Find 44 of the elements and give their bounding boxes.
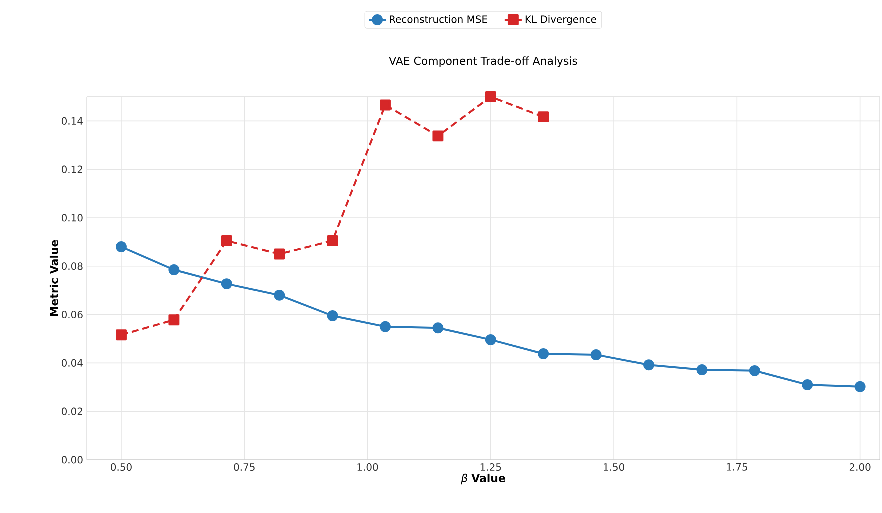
y-tick-label: 0.14 xyxy=(62,117,83,125)
y-tick-label: 0.06 xyxy=(62,311,83,319)
y-tick-label: 0.00 xyxy=(62,456,83,464)
x-tick-label: 1.00 xyxy=(358,463,378,472)
point xyxy=(485,92,496,102)
x-tick-label: 1.50 xyxy=(604,463,624,472)
point xyxy=(538,348,550,360)
point xyxy=(168,314,180,326)
point xyxy=(802,379,814,390)
y-tick-label: 0.02 xyxy=(62,408,82,416)
point xyxy=(432,322,444,334)
point xyxy=(696,364,708,376)
y-axis-title: Metric Value xyxy=(50,240,58,316)
point xyxy=(380,100,391,111)
point xyxy=(854,381,866,392)
point xyxy=(274,248,286,260)
point xyxy=(485,334,496,346)
point xyxy=(327,235,338,246)
point xyxy=(116,330,127,341)
legend-label: KL Divergence xyxy=(526,15,596,26)
point xyxy=(644,360,654,371)
chart-title: VAE Component Trade-off Analysis xyxy=(389,56,578,68)
point xyxy=(116,242,127,253)
point xyxy=(221,278,232,290)
x-axis-title: β Value xyxy=(461,474,506,485)
y-tick-label: 0.10 xyxy=(62,214,83,222)
point xyxy=(274,290,286,301)
point xyxy=(168,264,180,276)
y-tick-label: 0.08 xyxy=(62,262,83,270)
point xyxy=(327,310,338,322)
point xyxy=(538,112,550,123)
x-tick-label: 0.75 xyxy=(234,463,255,472)
point xyxy=(749,365,760,376)
x-tick-label: 0.50 xyxy=(111,463,132,472)
point xyxy=(221,235,232,246)
x-tick-label: 1.75 xyxy=(727,464,748,471)
x-tick-label: 2.00 xyxy=(850,463,871,472)
y-tick-label: 0.12 xyxy=(62,166,82,174)
y-tick-label: 0.04 xyxy=(62,359,83,367)
point xyxy=(380,321,391,332)
point xyxy=(432,130,444,142)
point xyxy=(590,349,602,360)
x-tick-label: 1.25 xyxy=(480,463,502,472)
legend-label: Reconstruction MSE xyxy=(390,15,488,24)
